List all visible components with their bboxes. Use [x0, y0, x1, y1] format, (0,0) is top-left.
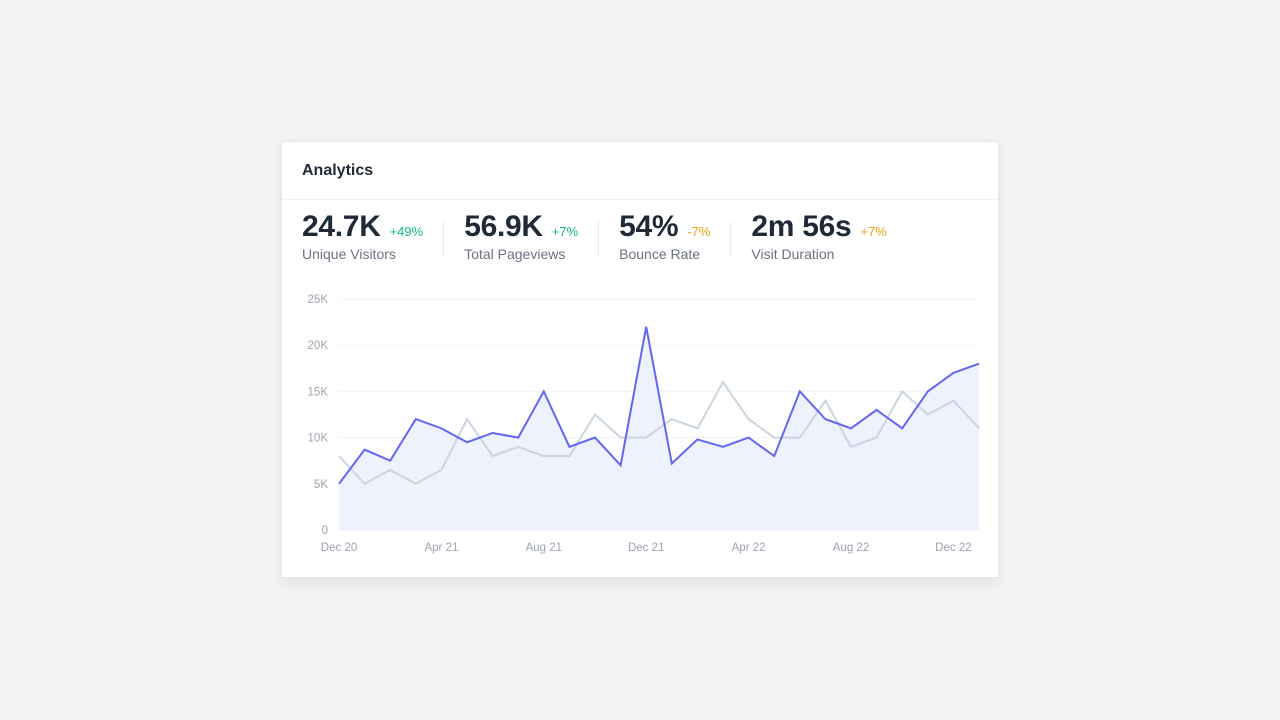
stat-label: Bounce Rate [619, 246, 701, 262]
stat-value: 24.7K [302, 210, 381, 243]
stat-label: Visit Duration [751, 246, 835, 262]
x-tick-label: Apr 22 [732, 542, 766, 554]
stat-total-pageviews: 56.9K +7% Total Pageviews [443, 210, 598, 262]
stat-change: +7% [860, 224, 887, 239]
card-title: Analytics [302, 161, 374, 179]
stat-value: 2m 56s [751, 210, 852, 243]
stat-label: Unique Visitors [302, 246, 396, 262]
stat-change: -7% [687, 224, 711, 239]
y-tick-label: 5K [314, 479, 328, 491]
stat-change: +7% [551, 224, 579, 239]
x-tick-label: Aug 22 [833, 542, 869, 554]
stat-value: 54% [619, 210, 679, 243]
x-tick-label: Apr 21 [424, 542, 458, 554]
y-tick-label: 0 [322, 525, 328, 537]
y-tick-label: 10K [308, 433, 329, 445]
stat-change: +49% [389, 224, 424, 239]
x-tick-label: Aug 21 [526, 542, 562, 554]
x-tick-label: Dec 22 [935, 542, 971, 554]
line-chart: 0 5K 10K 15K 20K 25K Dec 20 Apr 21 Aug 21 Dec 21 A… [308, 294, 980, 554]
x-tick-label: Dec 21 [628, 542, 664, 554]
stat-label: Total Pageviews [464, 246, 566, 262]
stat-bounce-rate: 54% -7% Bounce Rate [598, 210, 730, 262]
analytics-card: Analytics 24.7K +49% Unique Visitors 56.9… [281, 141, 999, 578]
stat-unique-visitors: 24.7K +49% Unique Visitors [302, 210, 443, 262]
y-tick-label: 15K [308, 386, 329, 398]
y-tick-label: 25K [308, 294, 329, 306]
x-tick-label: Dec 20 [321, 542, 357, 554]
series-line-secondary [338, 380, 980, 486]
y-tick-label: 20K [308, 340, 329, 352]
stats-row: 24.7K +49% Unique Visitors 56.9K +7% Total… [302, 210, 907, 262]
stat-value: 56.9K [464, 210, 543, 243]
card-header: Analytics [282, 142, 998, 200]
stat-visit-duration: 2m 56s +7% Visit Duration [730, 210, 906, 262]
series-line-primary [338, 326, 980, 485]
